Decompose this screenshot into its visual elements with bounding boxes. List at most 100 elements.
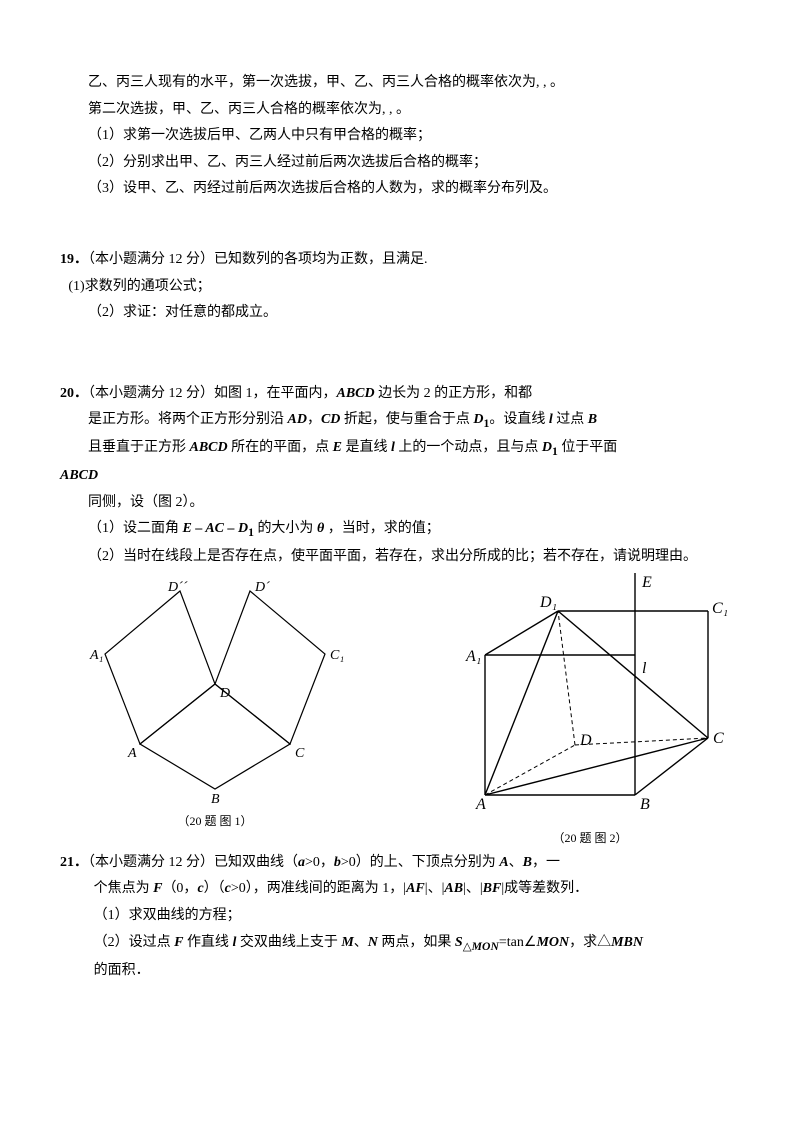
q21-part1: （1）求双曲线的方程； [60,903,740,930]
q21-M: M [341,935,353,950]
fig2-C: C [713,730,724,747]
q20-cd: CD [321,412,340,427]
q20-head2: 是正方形。将两个正方形分别沿 AD，CD 折起，使与重合于点 D1。设直线 l … [60,407,740,435]
q21-bar2: |、| [463,881,483,896]
q21-h2b: （0， [162,881,197,896]
figure1-box: D´´ D´ A₁ C₁ D A C B （20 题 图 1） [60,579,370,833]
q19-text: （本小题满分 12 分）已知数列的各项均为正数，且满足. [88,252,428,267]
q21-p2c: 交双曲线上支于 [236,935,341,950]
q21-part2: （2）设过点 F 作直线 l 交双曲线上支于 M、N 两点，如果 S△MON=t… [60,930,740,958]
q20-p1b: 的大小为 [254,521,317,536]
q20-eac: E – AC – D [183,521,249,536]
figure1-caption: （20 题 图 1） [60,810,370,833]
q21-p2e: ，求△ [569,935,611,950]
q21-head1: 21．（本小题满分 12 分）已知双曲线（a>0，b>0）的上、下顶点分别为 A… [60,850,740,877]
q20-h3b: 所在的平面，点 [228,440,333,455]
fig1-C1: C₁ [330,648,344,663]
q21-h2a: 个焦点为 [94,881,154,896]
q20-num: 20． [60,386,88,401]
figure2-caption: （20 题 图 2） [440,827,740,850]
q18-part1: （1）求第一次选拔后甲、乙两人中只有甲合格的概率； [60,123,740,150]
q21-sep2: 、 [354,935,368,950]
q20-p1a: （1）设二面角 [88,521,183,536]
q20-h2d: 。设直线 [489,412,549,427]
q20-h3e: 位于平面 [558,440,618,455]
q21-bar1: |、| [425,881,445,896]
q20-head1: 20．（本小题满分 12 分）如图 1，在平面内，ABCD 边长为 2 的正方形… [60,381,740,408]
q20-abcd-line: ABCD [60,463,740,490]
q20-head3: 且垂直于正方形 ABCD 所在的平面，点 E 是直线 l 上的一个动点，且与点 … [60,435,740,463]
q20-part1: （1）设二面角 E – AC – D1 的大小为 θ ，当时，求的值； [60,516,740,544]
q19-num: 19． [60,252,88,267]
q21-af: AF [406,881,425,896]
q20-part2: （2）当时在线段上是否存在点，使平面平面，若存在，求出分所成的比；若不存在，请说… [60,544,740,571]
q20-p1c: ，当时，求的值； [324,521,440,536]
q21-p2b: 作直线 [183,935,232,950]
q20-h3d: 上的一个动点，且与点 [395,440,542,455]
fig2-A1: A₁ [465,648,481,665]
fig1-Dp: D´ [254,580,270,595]
q21-p2d: 两点，如果 [378,935,455,950]
q20-h3c: 是直线 [342,440,391,455]
q21-num: 21． [60,855,88,870]
fig2-C1: C₁ [712,600,728,617]
q21-mon: MON [472,939,499,952]
fig2-E: E [641,574,652,591]
q18-part2: （2）分别求出甲、乙、丙三人经过前后两次选拔后合格的概率； [60,150,740,177]
q20-d1: D [473,412,483,427]
fig2-l: l [642,660,647,677]
q21-bf: BF [483,881,502,896]
q21-eq: =tan∠ [499,935,537,950]
q18-part3: （3）设甲、乙、丙经过前后两次选拔后合格的人数为，求的概率分布列及。 [60,176,740,203]
q20-head4: 同侧，设（图 2）。 [60,490,740,517]
q20-abcd3: ABCD [60,468,98,483]
q21-b: b [334,855,341,870]
fig1-A: A [127,746,137,761]
q20-h1a: （本小题满分 12 分）如图 1，在平面内， [88,386,337,401]
q20-d1b: D [542,440,552,455]
q18-line2: 第二次选拔，甲、乙、丙三人合格的概率依次为, , 。 [60,97,740,124]
q21-sep: 、 [509,855,523,870]
q21-h1b: ，一 [532,855,560,870]
q21-mbn: MBN [611,935,643,950]
fig1-D: D [219,686,230,701]
q21-p2a: （2）设过点 [94,935,175,950]
q21-h2c: ）（ [204,881,225,896]
q21-B: B [523,855,532,870]
q21-h2d: >0），两准线间的距离为 1，| [231,881,406,896]
q21-a: a [298,855,305,870]
q20-ad: AD [288,412,307,427]
q21-mon2: MON [536,935,569,950]
fig2-D: D [579,732,592,749]
q20-h1b: 边长为 2 的正方形，和都 [375,386,533,401]
q20-abcd2: ABCD [190,440,228,455]
fig1-Dpp: D´´ [167,580,188,595]
fig1-A1: A₁ [89,648,103,663]
q19-part1: (1)求数列的通项公式； [60,274,740,301]
fig2-A: A [475,796,486,813]
figure2-box: E D₁ C₁ A₁ l D C A B （20 题 图 2） [440,573,740,850]
fig1-C: C [295,746,305,761]
fig2-D1: D₁ [539,594,557,611]
figure1-svg: D´´ D´ A₁ C₁ D A C B [60,579,370,804]
q21-ab: AB [444,881,463,896]
q20-h2a: 是正方形。将两个正方形分别沿 [88,412,288,427]
q21-head2: 个焦点为 F（0，c）（c>0），两准线间的距离为 1，|AF|、|AB|、|B… [60,876,740,903]
q20-h2c: 折起，使与重合于点 [340,412,473,427]
q20-h2b: ， [307,412,321,427]
q18-line1: 乙、丙三人现有的水平，第一次选拔，甲、乙、丙三人合格的概率依次为, , 。 [60,70,740,97]
q20-h2e: 过点 [553,412,588,427]
q19-head: 19．（本小题满分 12 分）已知数列的各项均为正数，且满足. [60,247,740,274]
q20-h3a: 且垂直于正方形 [88,440,190,455]
q21-S: S [455,935,463,950]
q19-part2: （2）求证：对任意的都成立。 [60,300,740,327]
q20-abcd: ABCD [337,386,375,401]
q21-N: N [368,935,378,950]
fig2-B: B [640,796,650,813]
figure2-svg: E D₁ C₁ A₁ l D C A B [440,573,740,821]
figure-row: D´´ D´ A₁ C₁ D A C B （20 题 图 1） [60,579,740,850]
q21-part3: 的面积． [60,958,740,985]
q21-h1a: （本小题满分 12 分）已知双曲线（ [88,855,298,870]
q21-gt1: >0， [305,855,334,870]
q20-b: B [588,412,597,427]
